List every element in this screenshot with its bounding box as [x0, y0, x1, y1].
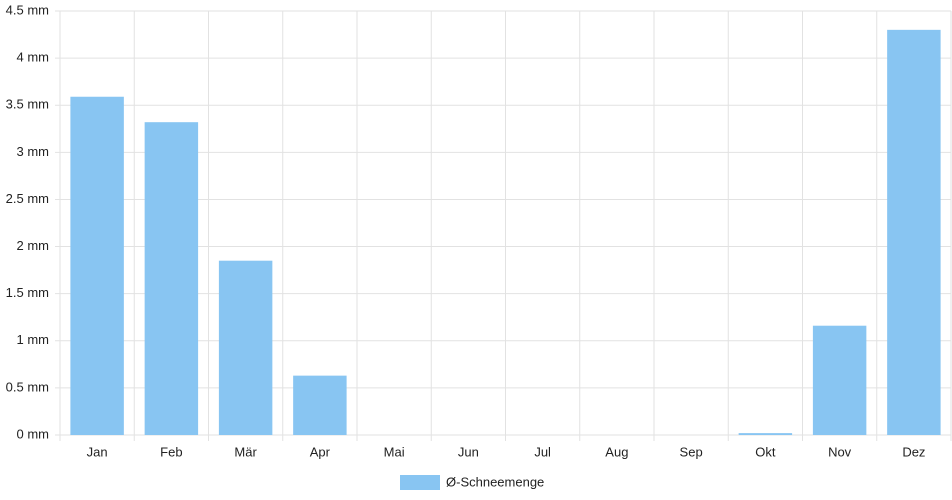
- x-tick-label: Jun: [458, 444, 479, 459]
- y-tick-label: 2.5 mm: [6, 191, 49, 206]
- legend-swatch: [400, 475, 440, 490]
- bar: [812, 325, 867, 435]
- x-tick-label: Apr: [310, 444, 331, 459]
- y-tick-label: 4 mm: [17, 50, 50, 65]
- bar: [293, 375, 347, 435]
- bar: [144, 122, 199, 435]
- x-tick-label: Feb: [160, 444, 182, 459]
- x-tick-label: Aug: [605, 444, 628, 459]
- legend-label[interactable]: Ø-Schneemenge: [446, 474, 544, 489]
- bar: [738, 433, 793, 435]
- bar: [887, 29, 941, 435]
- x-tick-label: Mai: [384, 444, 405, 459]
- y-tick-label: 4.5 mm: [6, 2, 49, 17]
- x-tick-label: Jul: [534, 444, 551, 459]
- x-tick-label: Mär: [234, 444, 257, 459]
- x-tick-label: Sep: [680, 444, 703, 459]
- x-tick-label: Dez: [902, 444, 925, 459]
- y-tick-label: 3.5 mm: [6, 97, 49, 112]
- y-tick-label: 1.5 mm: [6, 285, 49, 300]
- y-tick-label: 0.5 mm: [6, 379, 49, 394]
- y-tick-label: 1 mm: [17, 332, 50, 347]
- y-tick-label: 2 mm: [17, 238, 50, 253]
- bar: [218, 260, 273, 435]
- x-tick-label: Nov: [828, 444, 852, 459]
- x-tick-label: Okt: [755, 444, 776, 459]
- y-tick-label: 3 mm: [17, 144, 50, 159]
- x-tick-label: Jan: [87, 444, 108, 459]
- y-tick-label: 0 mm: [17, 426, 50, 441]
- bar: [70, 96, 124, 436]
